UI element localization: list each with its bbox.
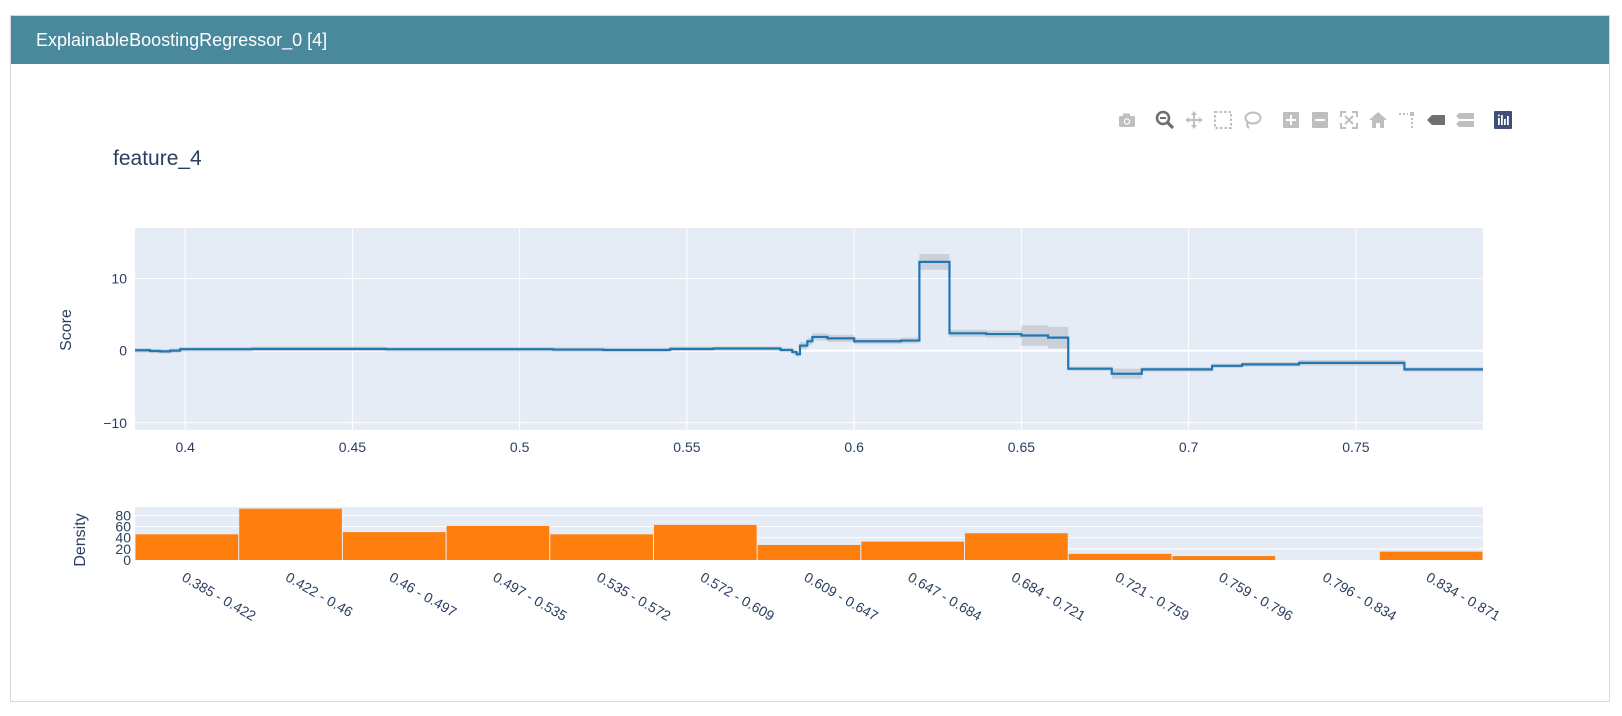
x-tick-label: 0.65: [1008, 439, 1035, 455]
bin-label: 0.535 - 0.572: [594, 569, 674, 624]
x-tick-label: 0.6: [844, 439, 864, 455]
histogram-bar: [861, 541, 965, 560]
x-tick-label: 0.55: [673, 439, 700, 455]
spike-lines-icon[interactable]: [1395, 108, 1419, 132]
camera-icon[interactable]: [1115, 108, 1139, 132]
bin-label: 0.385 - 0.422: [179, 569, 259, 624]
bin-label: 0.796 - 0.834: [1320, 569, 1400, 624]
autoscale-icon[interactable]: [1337, 108, 1361, 132]
lasso-select-icon[interactable]: [1240, 108, 1264, 132]
density-tick-label: 40: [115, 530, 131, 546]
histogram-bar: [1379, 551, 1483, 560]
y-tick-label: 10: [111, 271, 127, 287]
density-tick-label: 0: [123, 552, 131, 568]
hover-closest-icon[interactable]: [1424, 108, 1448, 132]
box-select-icon[interactable]: [1211, 108, 1235, 132]
plotly-logo-icon[interactable]: [1491, 108, 1515, 132]
histogram-bar: [1068, 553, 1172, 560]
zoom-icon[interactable]: [1153, 108, 1177, 132]
error-band: [135, 253, 1483, 379]
density-tick-label: 60: [115, 519, 131, 535]
histogram-bar: [653, 524, 757, 560]
histogram-bar: [965, 533, 1068, 560]
score-line: [135, 260, 1483, 375]
histogram-bar: [342, 532, 446, 560]
x-tick-label: 0.75: [1342, 439, 1369, 455]
histogram-bar: [135, 534, 239, 560]
bin-label: 0.46 - 0.497: [387, 569, 460, 620]
bin-label: 0.834 - 0.871: [1424, 569, 1504, 624]
bin-label: 0.497 - 0.535: [490, 569, 570, 624]
chart-title: feature_4: [113, 147, 202, 170]
density-axis-label: Density: [72, 513, 89, 566]
bin-label: 0.572 - 0.609: [698, 569, 778, 624]
density-tick-label: 20: [115, 541, 131, 557]
histogram-bar: [446, 525, 550, 560]
bin-label: 0.684 - 0.721: [1009, 569, 1089, 624]
histogram-bar: [1172, 556, 1276, 560]
x-tick-label: 0.5: [510, 439, 530, 455]
histogram-bar: [757, 544, 861, 560]
bin-label: 0.759 - 0.796: [1216, 569, 1296, 624]
window-title: ExplainableBoostingRegressor_0 [4]: [11, 16, 1609, 64]
reset-axes-icon[interactable]: [1366, 108, 1390, 132]
x-tick-label: 0.4: [175, 439, 195, 455]
histogram-bar: [550, 534, 653, 560]
pan-icon[interactable]: [1182, 108, 1206, 132]
bin-label: 0.647 - 0.684: [905, 569, 985, 624]
bin-label: 0.609 - 0.647: [802, 569, 882, 624]
zoom-in-icon[interactable]: [1279, 108, 1303, 132]
y-tick-label: 0: [119, 343, 127, 359]
bin-label: 0.721 - 0.759: [1113, 569, 1193, 624]
zoom-out-icon[interactable]: [1308, 108, 1332, 132]
x-tick-label: 0.45: [339, 439, 366, 455]
histogram-bar: [239, 508, 342, 560]
density-tick-label: 80: [115, 507, 131, 523]
y-tick-label: −10: [103, 415, 127, 431]
plot-background: [135, 228, 1483, 430]
hover-compare-icon[interactable]: [1453, 108, 1477, 132]
bin-label: 0.422 - 0.46: [283, 569, 356, 620]
score-axis-label: Score: [58, 309, 75, 351]
x-tick-label: 0.7: [1179, 439, 1199, 455]
